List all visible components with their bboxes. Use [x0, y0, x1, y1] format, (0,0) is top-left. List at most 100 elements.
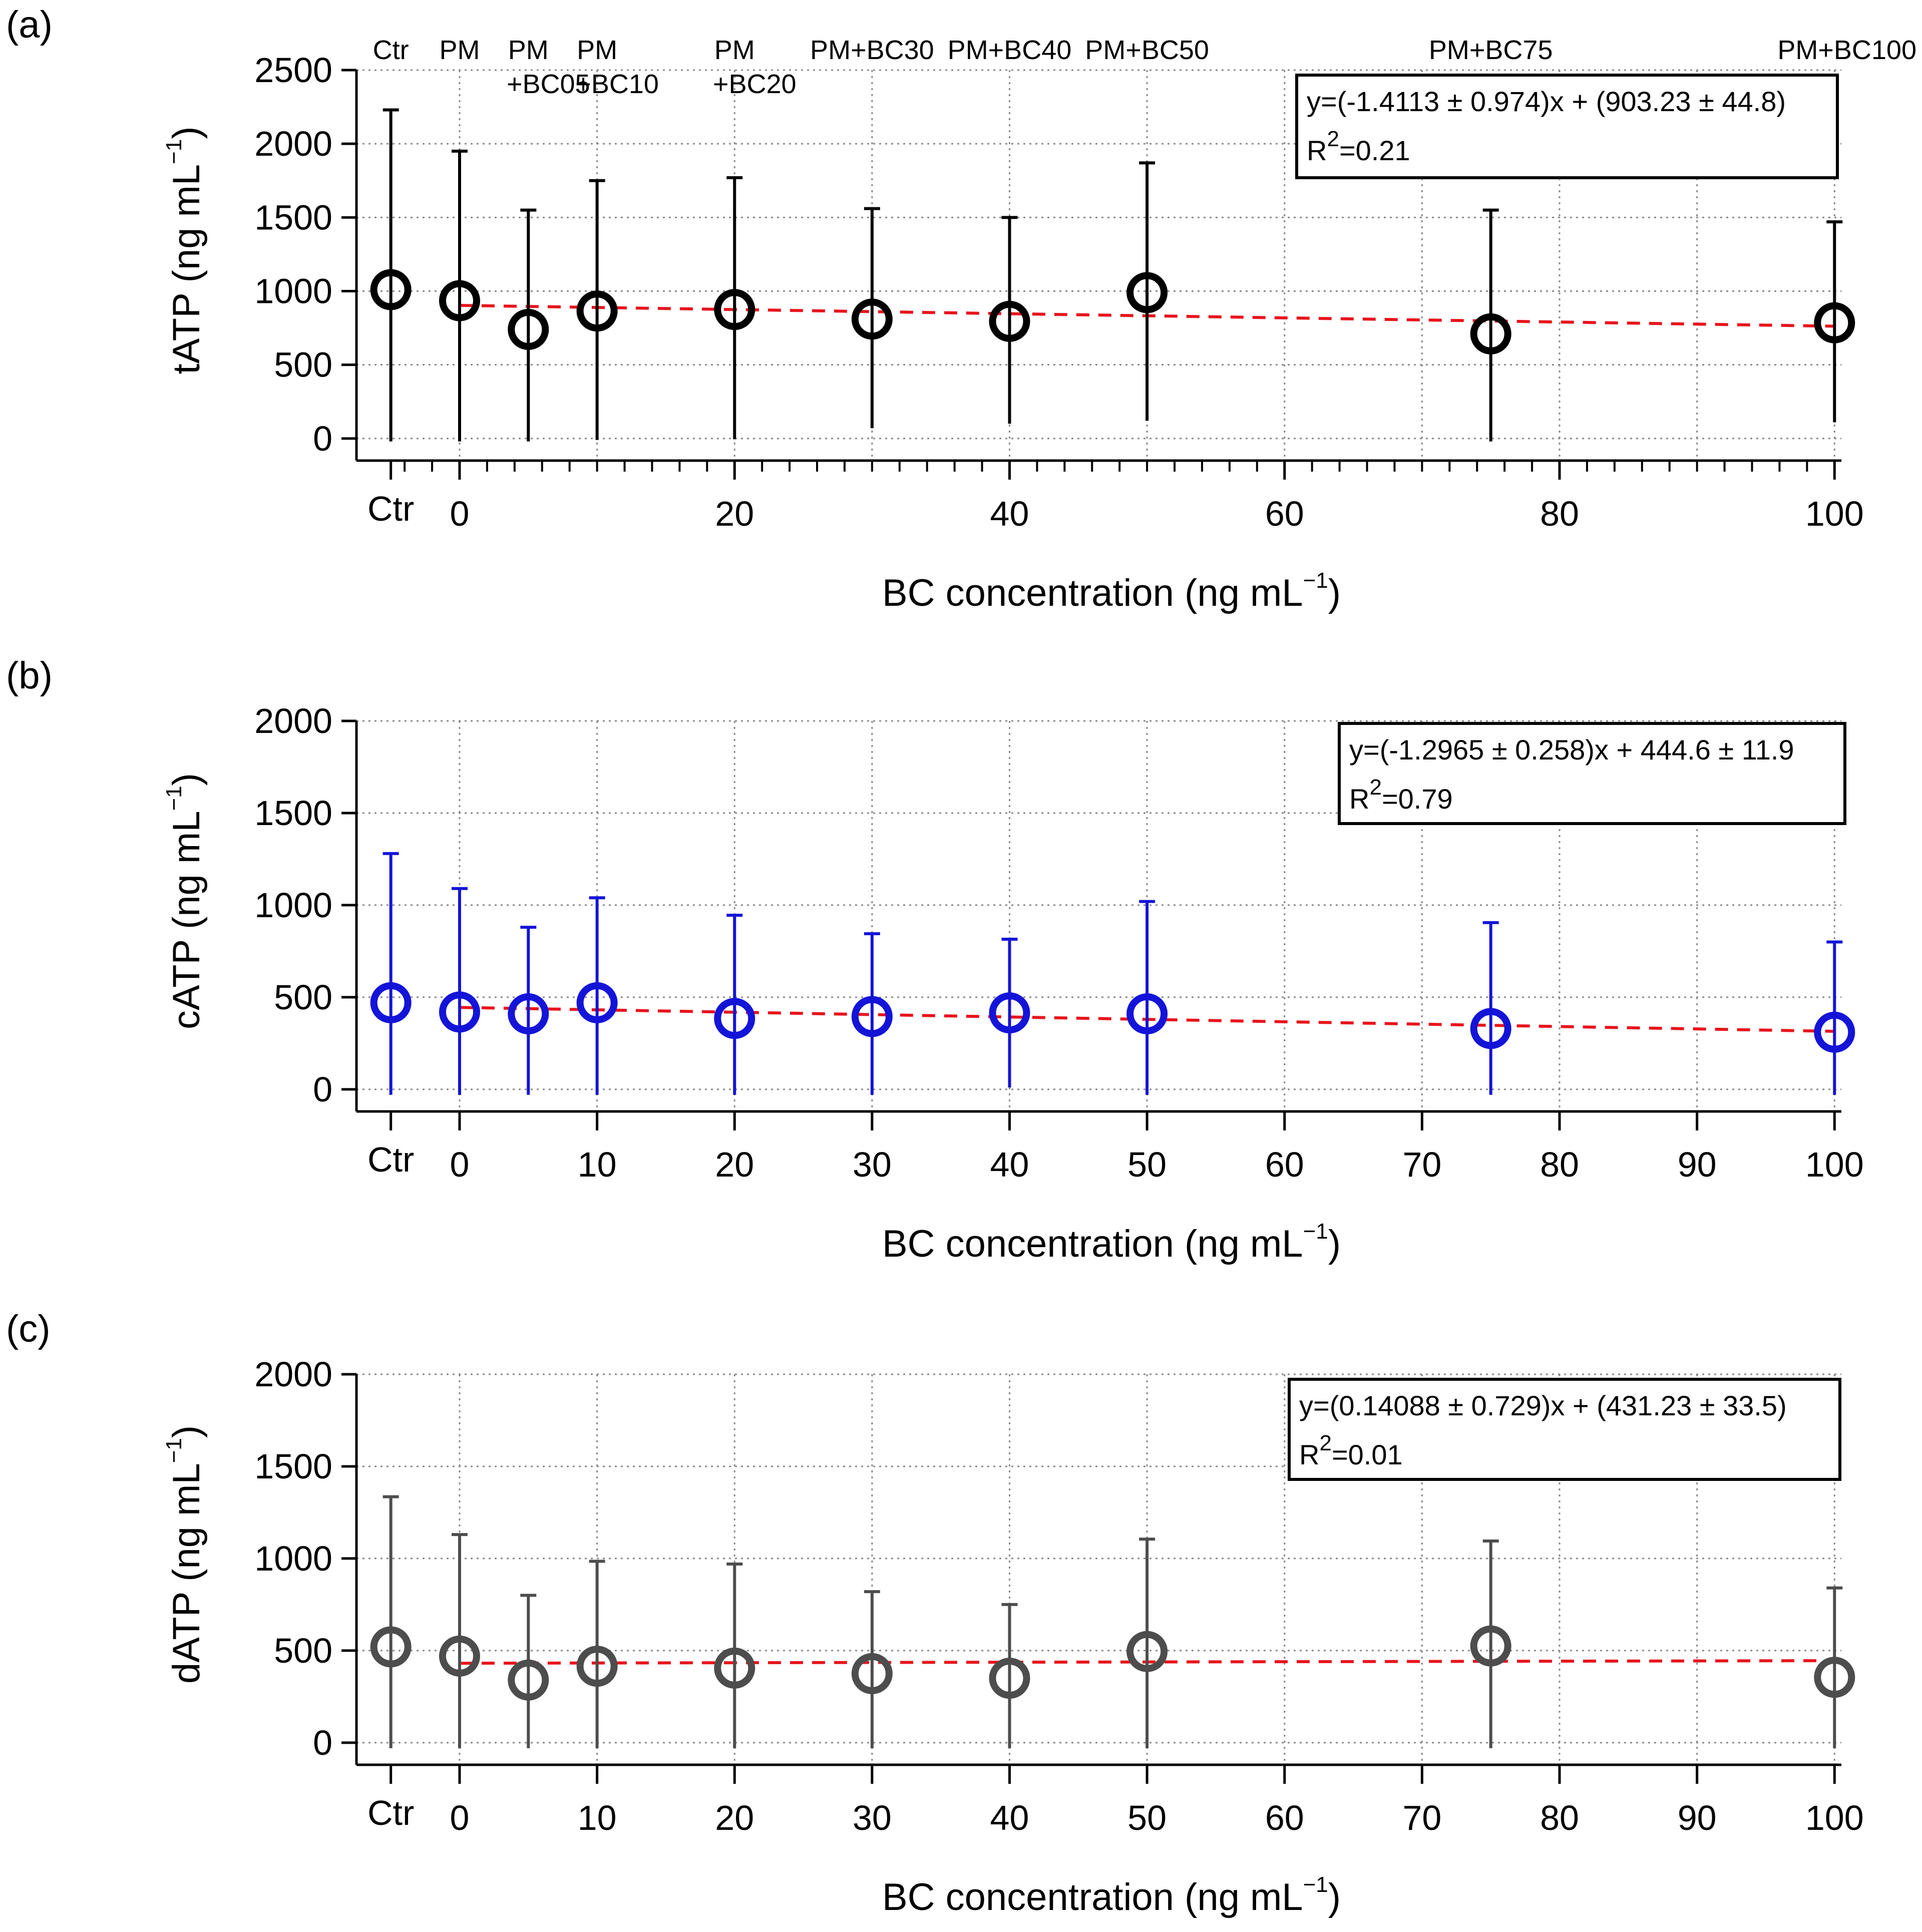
x-tick-label: 40	[990, 494, 1029, 533]
x-tick-label: 70	[1402, 1798, 1441, 1837]
x-tick-label: 90	[1678, 1798, 1717, 1837]
error-bar	[864, 207, 880, 429]
data-point	[851, 1653, 893, 1694]
x-tick-label: 50	[1127, 1145, 1167, 1184]
data-point	[508, 309, 549, 350]
fit-box	[1295, 74, 1839, 179]
x-tick-label: 10	[578, 1145, 617, 1184]
data-point	[576, 982, 618, 1023]
error-bar	[864, 1590, 880, 1748]
error-bar	[1139, 1537, 1156, 1748]
y-tick-label: 2500	[254, 51, 332, 90]
error-bar	[589, 1560, 605, 1748]
panel-label: (b)	[6, 654, 53, 697]
data-point	[370, 982, 412, 1023]
data-point	[1814, 1011, 1855, 1053]
x-tick-label: 0	[450, 1145, 470, 1184]
error-bar	[726, 176, 743, 440]
group-label: PM	[577, 35, 617, 65]
x-tick-label: 100	[1805, 1798, 1864, 1837]
data-point	[851, 298, 893, 340]
error-bar	[382, 1495, 399, 1748]
data-point	[989, 992, 1030, 1034]
group-label: +BC10	[575, 69, 659, 99]
y-tick-label: 2000	[254, 701, 332, 740]
x-tick-label: 100	[1805, 494, 1864, 533]
group-label: PM+BC40	[948, 35, 1072, 65]
data-point	[714, 998, 755, 1039]
y-tick-label: 500	[274, 1631, 332, 1670]
error-bar	[520, 1594, 537, 1748]
error-bar	[1826, 220, 1843, 423]
error-bar	[382, 852, 399, 1095]
group-label: +BC20	[713, 69, 797, 99]
error-bar	[1001, 216, 1018, 424]
data-point	[1814, 302, 1855, 343]
data-point	[851, 996, 893, 1037]
error-bar	[520, 208, 537, 442]
error-bar	[726, 914, 743, 1095]
panel-label: (a)	[6, 4, 53, 46]
fit-r-squared: R2=0.01	[1299, 1431, 1403, 1470]
group-label: PM+BC75	[1429, 35, 1553, 65]
panel-label: (c)	[6, 1308, 51, 1350]
data-point	[1126, 1631, 1168, 1672]
fit-equation: y=(-1.4113 ± 0.974)x + (903.23 ± 44.8)	[1307, 86, 1786, 117]
data-point	[370, 1626, 412, 1668]
x-tick-label: 10	[578, 1798, 617, 1837]
x-tick-label: 60	[1265, 494, 1304, 533]
group-label: PM+BC30	[810, 35, 934, 65]
fit-equation: y=(-1.2965 ± 0.258)x + 444.6 ± 11.9	[1349, 734, 1794, 765]
group-label: Ctr	[373, 35, 409, 65]
error-bar	[864, 932, 880, 1095]
group-label: PM+BC50	[1085, 35, 1209, 65]
error-bar	[1482, 208, 1499, 442]
x-tick-label: 20	[715, 1145, 754, 1184]
y-tick-label: 1000	[254, 272, 332, 311]
x-tick-label: 40	[990, 1798, 1029, 1837]
y-tick-label: 2000	[254, 1355, 332, 1394]
x-tick-label: 60	[1265, 1145, 1304, 1184]
x-tick-label: 80	[1540, 1145, 1579, 1184]
x-tick-label: 30	[853, 1798, 892, 1837]
x-tick-label: 20	[715, 494, 754, 533]
y-tick-label: 0	[313, 1070, 332, 1109]
data-point	[1470, 1008, 1511, 1049]
panel-b: (b) 0 500 1000 1500 2000 0 10 20 30 40 50 60 70 80 90 10…	[6, 654, 1864, 1265]
error-bar	[726, 1562, 743, 1748]
error-bar	[589, 896, 605, 1095]
group-label: PM	[714, 35, 755, 65]
data-point	[508, 1659, 549, 1701]
data-point	[439, 280, 480, 321]
group-label: PM+BC100	[1777, 35, 1916, 65]
data-point	[508, 993, 549, 1034]
y-tick-label: 0	[313, 1723, 332, 1762]
x-tick-label: 20	[715, 1798, 754, 1837]
y-tick-label: 500	[274, 345, 332, 384]
x-tick-label: 80	[1540, 494, 1579, 533]
data-point	[576, 290, 618, 332]
x-tick-label: 60	[1265, 1798, 1304, 1837]
x-axis-title: BC concentration (ng mL−1)	[882, 1872, 1341, 1918]
data-point	[576, 1646, 618, 1687]
error-bar	[451, 149, 468, 442]
data-point	[1126, 272, 1168, 313]
x-tick-label-ctr: Ctr	[367, 1793, 414, 1832]
x-axis-title: BC concentration (ng mL−1)	[882, 568, 1341, 614]
y-tick-label: 500	[274, 978, 332, 1017]
x-tick-label: 90	[1678, 1145, 1717, 1184]
y-tick-label: 0	[313, 419, 332, 458]
fit-r-squared: R2=0.79	[1349, 775, 1453, 815]
y-axis-title: cATP (ng mL−1)	[162, 773, 208, 1029]
x-tick-label: 50	[1127, 1798, 1167, 1837]
x-tick-label: 30	[853, 1145, 892, 1184]
x-tick-label: 40	[990, 1145, 1029, 1184]
fit-box	[1338, 722, 1846, 825]
data-point	[1470, 1625, 1511, 1667]
data-point	[1126, 993, 1168, 1034]
x-axis-title: BC concentration (ng mL−1)	[882, 1219, 1341, 1265]
data-point	[989, 1658, 1030, 1699]
fit-box	[1288, 1378, 1841, 1481]
group-label: PM	[439, 35, 480, 65]
